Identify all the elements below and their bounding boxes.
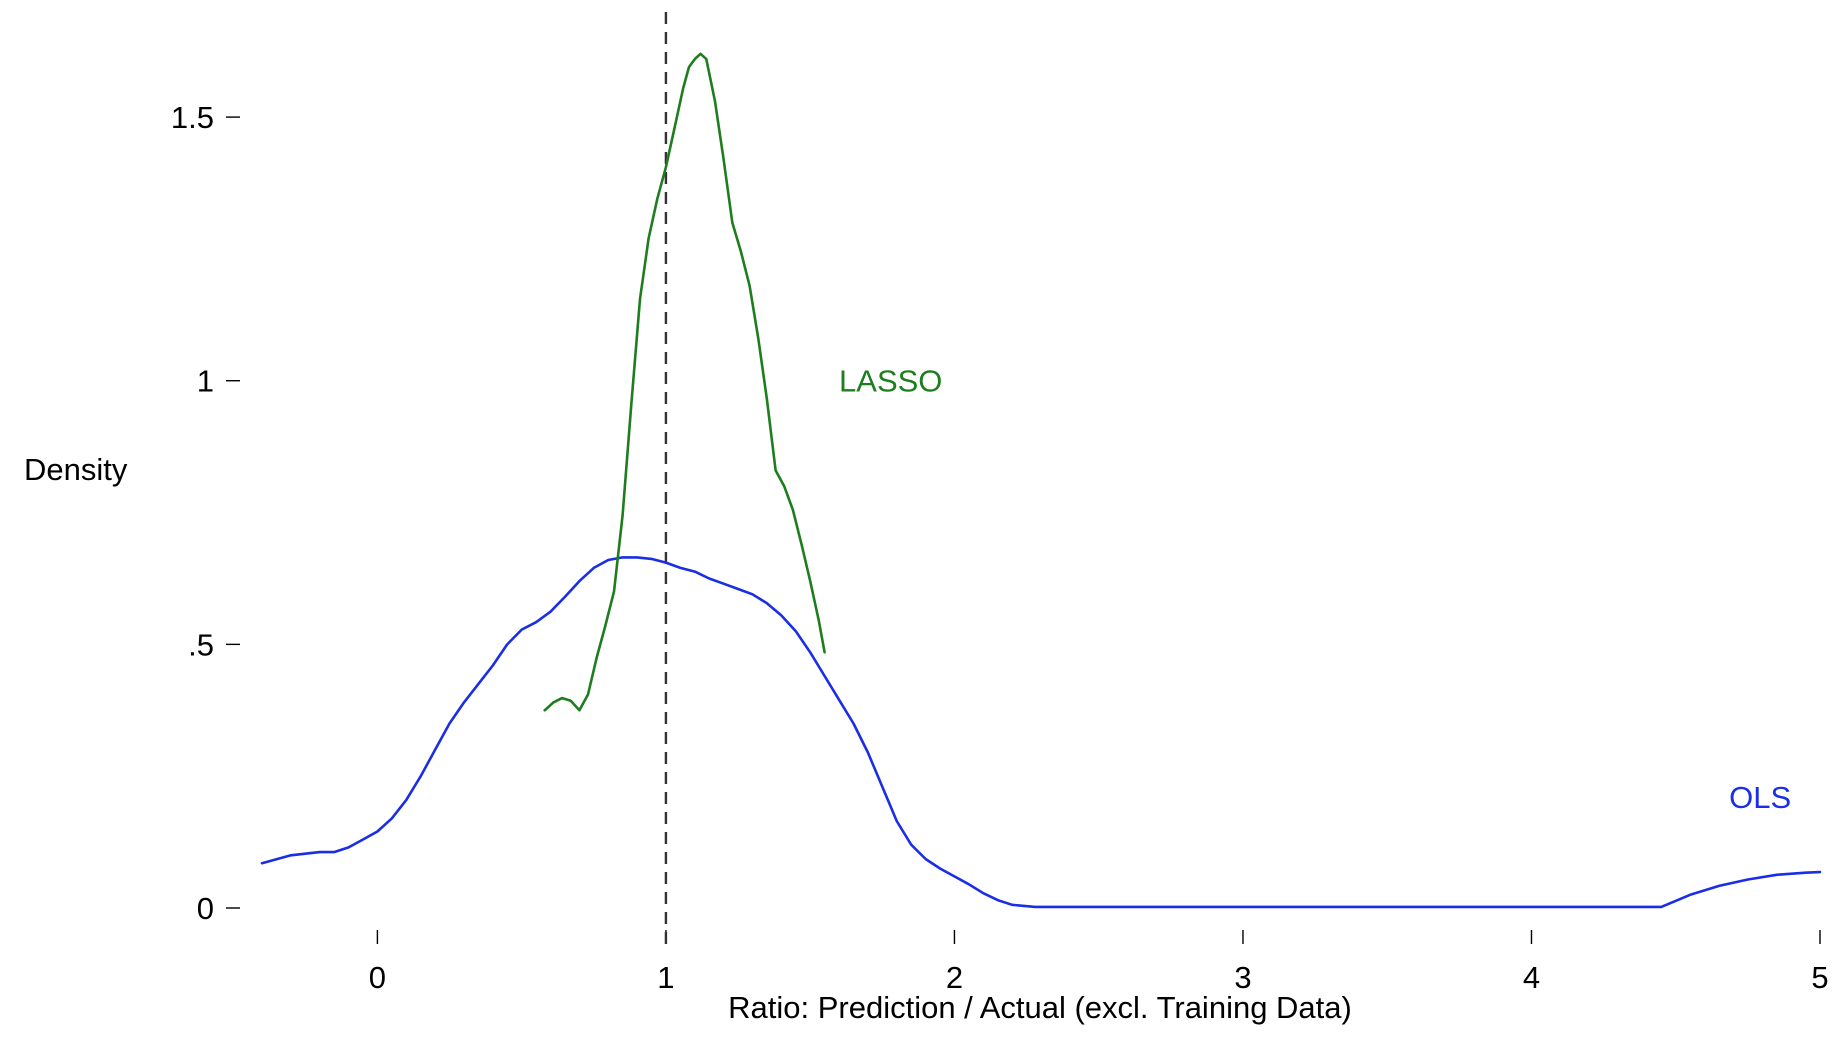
series-label-lasso: LASSO — [839, 363, 942, 398]
x-tick-label: 3 — [1234, 960, 1251, 995]
x-tick-label: 1 — [657, 960, 674, 995]
y-tick-label: 1 — [197, 364, 214, 399]
x-tick-label: 4 — [1523, 960, 1540, 995]
series-label-ols: OLS — [1729, 780, 1791, 815]
x-tick-label: 0 — [369, 960, 386, 995]
x-tick-label: 2 — [946, 960, 963, 995]
y-axis: 0 .5 1 1.5 — [171, 100, 240, 926]
x-tick-label: 5 — [1811, 960, 1828, 995]
series-line-ols — [260, 556, 1822, 909]
x-axis: 0 1 2 3 4 5 — [369, 930, 1829, 995]
series-layer: OLS LASSO — [260, 52, 1822, 909]
y-tick-label: 1.5 — [171, 100, 214, 135]
series-line-lasso — [543, 52, 826, 712]
y-tick-label: .5 — [188, 627, 214, 662]
y-axis-label: Density — [24, 452, 128, 487]
x-axis-label: Ratio: Prediction / Actual (excl. Traini… — [728, 990, 1352, 1025]
y-tick-label: 0 — [197, 891, 214, 926]
